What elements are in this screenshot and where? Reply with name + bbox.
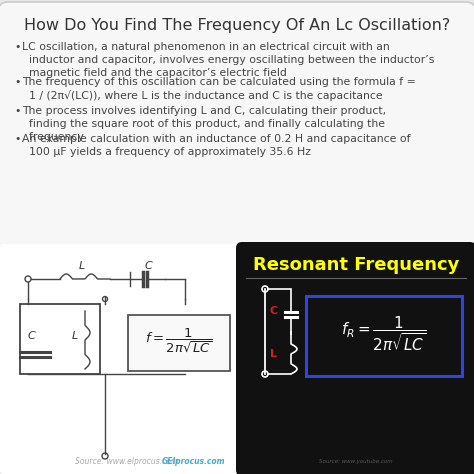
Text: Resonant Frequency: Resonant Frequency — [253, 256, 459, 274]
Text: GElprocus.com: GElprocus.com — [162, 457, 226, 466]
Text: •: • — [14, 77, 20, 87]
Bar — [20, 304, 100, 374]
FancyBboxPatch shape — [236, 242, 474, 474]
Text: How Do You Find The Frequency Of An Lc Oscillation?: How Do You Find The Frequency Of An Lc O… — [24, 18, 450, 33]
Text: C: C — [144, 261, 152, 271]
Text: An example calculation with an inductance of 0.2 H and capacitance of
  100 μF y: An example calculation with an inductanc… — [22, 134, 410, 157]
Text: $f_R = \dfrac{1}{2\pi\sqrt{LC}}$: $f_R = \dfrac{1}{2\pi\sqrt{LC}}$ — [341, 315, 427, 354]
FancyBboxPatch shape — [306, 296, 462, 376]
FancyBboxPatch shape — [128, 315, 230, 371]
Text: Source: www.youtube.com: Source: www.youtube.com — [319, 459, 393, 464]
Text: L: L — [270, 349, 277, 359]
Text: C: C — [270, 306, 278, 316]
Text: •: • — [14, 42, 20, 52]
Text: Source: www.elprocus.com: Source: www.elprocus.com — [75, 457, 178, 466]
Text: LC oscillation, a natural phenomenon in an electrical circuit with an
  inductor: LC oscillation, a natural phenomenon in … — [22, 42, 434, 78]
Text: The process involves identifying L and C, calculating their product,
  finding t: The process involves identifying L and C… — [22, 106, 386, 142]
Text: •: • — [14, 106, 20, 116]
Text: C: C — [28, 331, 36, 341]
FancyBboxPatch shape — [0, 244, 242, 474]
Text: L: L — [72, 331, 78, 341]
FancyBboxPatch shape — [0, 2, 474, 256]
Text: L: L — [79, 261, 85, 271]
Text: The frequency of this oscillation can be calculated using the formula f =
  1 / : The frequency of this oscillation can be… — [22, 77, 416, 101]
Text: •: • — [14, 134, 20, 144]
Text: $f = \dfrac{1}{2\pi\sqrt{LC}}$: $f = \dfrac{1}{2\pi\sqrt{LC}}$ — [145, 327, 213, 355]
